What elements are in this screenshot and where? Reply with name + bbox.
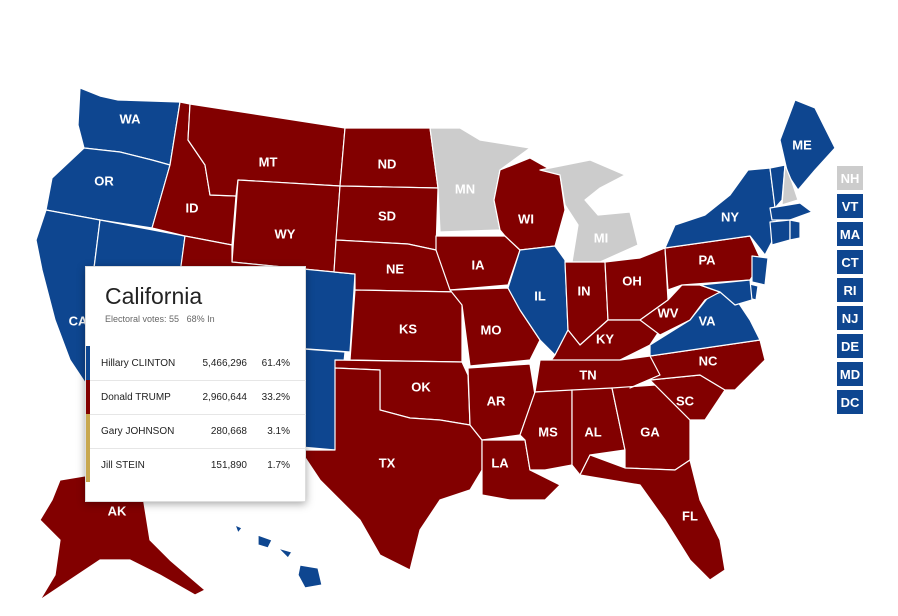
party-color-bar	[86, 380, 90, 414]
candidate-votes: 2,960,644	[202, 391, 248, 403]
party-color-bar	[86, 346, 90, 380]
tooltip-subtitle: Electoral votes: 55 68% In	[105, 314, 215, 324]
electoral-votes: Electoral votes: 55	[105, 314, 180, 324]
state-NJ[interactable]	[751, 255, 769, 286]
candidate-name: Jill STEIN	[101, 459, 145, 471]
candidate-name: Gary JOHNSON	[101, 425, 175, 437]
candidate-row: Donald TRUMP 2,960,644 33.2%	[86, 380, 306, 415]
state-AK[interactable]	[39, 474, 206, 601]
state-WY[interactable]	[231, 179, 341, 273]
candidate-percent: 1.7%	[267, 459, 290, 471]
state-tooltip: California Electoral votes: 55 68% In Hi…	[85, 266, 306, 502]
candidate-percent: 61.4%	[261, 357, 290, 369]
state-MA[interactable]	[769, 202, 813, 221]
candidate-votes: 151,890	[210, 459, 247, 471]
state-CT[interactable]	[769, 219, 791, 246]
tooltip-state-name: California	[105, 283, 203, 309]
state-HI[interactable]	[234, 524, 323, 589]
candidate-name: Hillary CLINTON	[101, 357, 176, 369]
sidebar-state-NJ[interactable]: NJ	[837, 306, 863, 330]
reporting-percent: 68% In	[186, 314, 215, 324]
sidebar-state-RI[interactable]: RI	[837, 278, 863, 302]
state-IA[interactable]	[435, 235, 521, 291]
party-color-bar	[86, 448, 90, 482]
state-FL[interactable]	[579, 454, 726, 581]
state-NC[interactable]	[629, 339, 766, 391]
candidate-votes: 5,466,296	[202, 357, 248, 369]
state-MD[interactable]	[699, 279, 753, 306]
sidebar-state-DE[interactable]: DE	[837, 334, 863, 358]
state-RI[interactable]	[789, 219, 801, 241]
candidate-row: Hillary CLINTON 5,466,296 61.4%	[86, 346, 306, 381]
candidate-percent: 3.1%	[267, 425, 290, 437]
candidate-votes: 280,668	[210, 425, 247, 437]
state-NH[interactable]	[781, 164, 799, 206]
candidate-row: Gary JOHNSON 280,668 3.1%	[86, 414, 306, 449]
sidebar-state-NH[interactable]: NH	[837, 166, 863, 190]
party-color-bar	[86, 414, 90, 448]
state-KY[interactable]	[549, 319, 661, 363]
sidebar-state-MD[interactable]: MD	[837, 362, 863, 386]
candidate-percent: 33.2%	[261, 391, 290, 403]
state-ND[interactable]	[339, 127, 439, 189]
candidate-row: Jill STEIN 151,890 1.7%	[86, 448, 306, 482]
sidebar-state-VT[interactable]: VT	[837, 194, 863, 218]
candidate-name: Donald TRUMP	[101, 391, 171, 403]
sidebar-state-DC[interactable]: DC	[837, 390, 863, 414]
sidebar-state-MA[interactable]: MA	[837, 222, 863, 246]
state-MI[interactable]	[539, 159, 639, 263]
state-TX[interactable]	[299, 367, 483, 571]
state-KS[interactable]	[349, 289, 463, 363]
sidebar-state-CT[interactable]: CT	[837, 250, 863, 274]
